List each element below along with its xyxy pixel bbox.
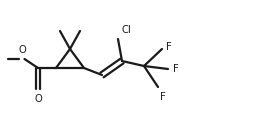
Text: F: F (166, 42, 172, 52)
Text: F: F (173, 64, 179, 74)
Text: F: F (160, 92, 166, 102)
Text: O: O (34, 94, 42, 104)
Text: O: O (18, 45, 26, 55)
Text: Cl: Cl (122, 25, 132, 35)
